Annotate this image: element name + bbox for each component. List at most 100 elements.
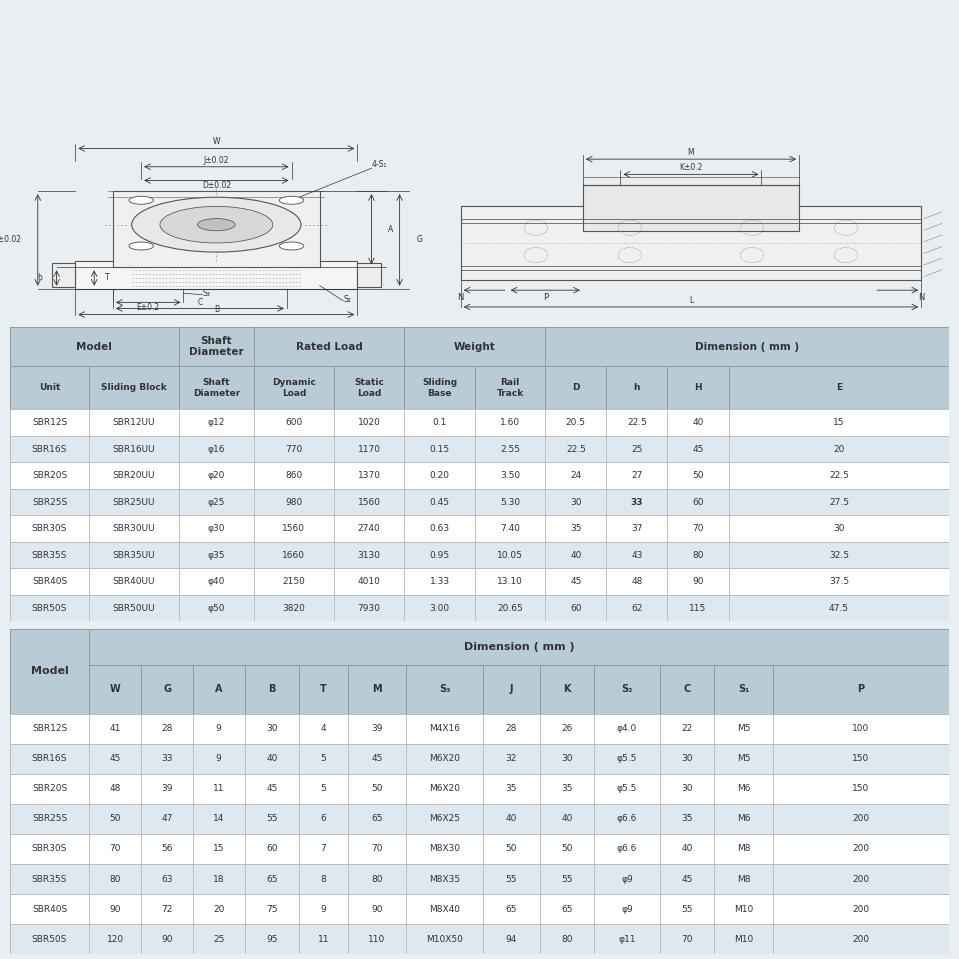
Text: P: P — [543, 293, 548, 302]
Bar — [141, 804, 193, 834]
Circle shape — [129, 197, 153, 204]
Bar — [540, 894, 595, 924]
Bar — [407, 774, 483, 804]
Bar — [348, 804, 407, 834]
Text: 20: 20 — [213, 904, 224, 914]
Text: 3820: 3820 — [283, 603, 305, 613]
Text: SBR40UU: SBR40UU — [113, 577, 155, 586]
Text: 0.15: 0.15 — [430, 445, 450, 454]
Text: Dimension ( mm ): Dimension ( mm ) — [464, 642, 574, 652]
Bar — [334, 409, 405, 435]
Text: 62: 62 — [631, 603, 643, 613]
Bar — [178, 542, 254, 569]
Bar — [334, 542, 405, 569]
Bar — [334, 435, 405, 462]
Text: 45: 45 — [682, 875, 693, 883]
Bar — [667, 462, 729, 489]
Bar — [475, 515, 546, 542]
Bar — [254, 327, 405, 366]
Bar — [299, 713, 348, 744]
Bar — [773, 924, 949, 954]
Bar — [178, 435, 254, 462]
Bar — [89, 462, 178, 489]
Text: 35: 35 — [682, 814, 693, 824]
Bar — [540, 924, 595, 954]
Text: SBR30UU: SBR30UU — [113, 525, 155, 533]
Text: 24: 24 — [571, 471, 581, 480]
Bar — [10, 595, 949, 621]
Bar — [89, 629, 949, 665]
Bar — [606, 435, 667, 462]
Bar — [475, 435, 546, 462]
Text: T: T — [320, 684, 327, 694]
Text: 90: 90 — [109, 904, 121, 914]
Text: 13.10: 13.10 — [497, 577, 523, 586]
Bar — [405, 327, 546, 366]
Text: Dimension ( mm ): Dimension ( mm ) — [695, 341, 800, 352]
Bar — [193, 924, 245, 954]
Text: M8X30: M8X30 — [430, 845, 460, 854]
Text: M5: M5 — [737, 724, 750, 734]
Bar — [483, 804, 540, 834]
Text: 1170: 1170 — [358, 445, 381, 454]
Text: φ25: φ25 — [208, 498, 225, 506]
Bar — [714, 804, 773, 834]
Bar — [10, 515, 89, 542]
Text: 22.5: 22.5 — [627, 418, 647, 427]
Bar — [483, 834, 540, 864]
Bar — [660, 665, 714, 713]
Bar — [540, 864, 595, 894]
Bar — [483, 713, 540, 744]
Bar — [334, 366, 405, 409]
Text: 26: 26 — [561, 724, 573, 734]
Text: 37.5: 37.5 — [829, 577, 849, 586]
Text: 6: 6 — [320, 814, 326, 824]
Text: 3130: 3130 — [358, 550, 381, 560]
Text: SBR50S: SBR50S — [32, 935, 67, 944]
Text: 22.5: 22.5 — [566, 445, 586, 454]
Text: 0.63: 0.63 — [430, 525, 450, 533]
Bar — [475, 542, 546, 569]
Bar — [407, 864, 483, 894]
Text: 56: 56 — [161, 845, 173, 854]
Text: 39: 39 — [371, 724, 383, 734]
Bar — [667, 515, 729, 542]
Text: 9: 9 — [216, 755, 222, 763]
Bar — [405, 515, 475, 542]
Bar — [773, 834, 949, 864]
Text: φ6.6: φ6.6 — [617, 845, 637, 854]
Text: Shaft
Diameter: Shaft Diameter — [189, 336, 244, 358]
Text: M8X40: M8X40 — [430, 904, 460, 914]
Text: M10: M10 — [734, 935, 753, 944]
Bar — [10, 713, 949, 744]
Bar — [10, 435, 89, 462]
Text: 110: 110 — [368, 935, 386, 944]
Bar — [348, 774, 407, 804]
Text: 2150: 2150 — [283, 577, 305, 586]
Bar — [10, 489, 949, 515]
Bar — [729, 569, 949, 595]
Bar — [595, 924, 660, 954]
Bar — [254, 542, 334, 569]
Text: H: H — [694, 384, 702, 392]
Text: Shaft
Diameter: Shaft Diameter — [193, 378, 240, 398]
Text: M6: M6 — [737, 814, 750, 824]
Bar — [667, 595, 729, 621]
Text: 65: 65 — [505, 904, 517, 914]
Bar — [10, 834, 949, 864]
Text: h: h — [37, 273, 42, 283]
Bar — [334, 462, 405, 489]
Text: 1020: 1020 — [358, 418, 381, 427]
Text: 18: 18 — [213, 875, 224, 883]
Text: 0.95: 0.95 — [430, 550, 450, 560]
Bar — [405, 569, 475, 595]
Text: 200: 200 — [853, 904, 870, 914]
Bar — [89, 409, 178, 435]
Text: M6X20: M6X20 — [430, 755, 460, 763]
Bar — [113, 191, 319, 268]
Text: 48: 48 — [109, 784, 121, 793]
Text: Dynamic
Load: Dynamic Load — [272, 378, 316, 398]
Text: φ16: φ16 — [207, 445, 225, 454]
Text: 3.00: 3.00 — [430, 603, 450, 613]
Text: 25: 25 — [631, 445, 643, 454]
